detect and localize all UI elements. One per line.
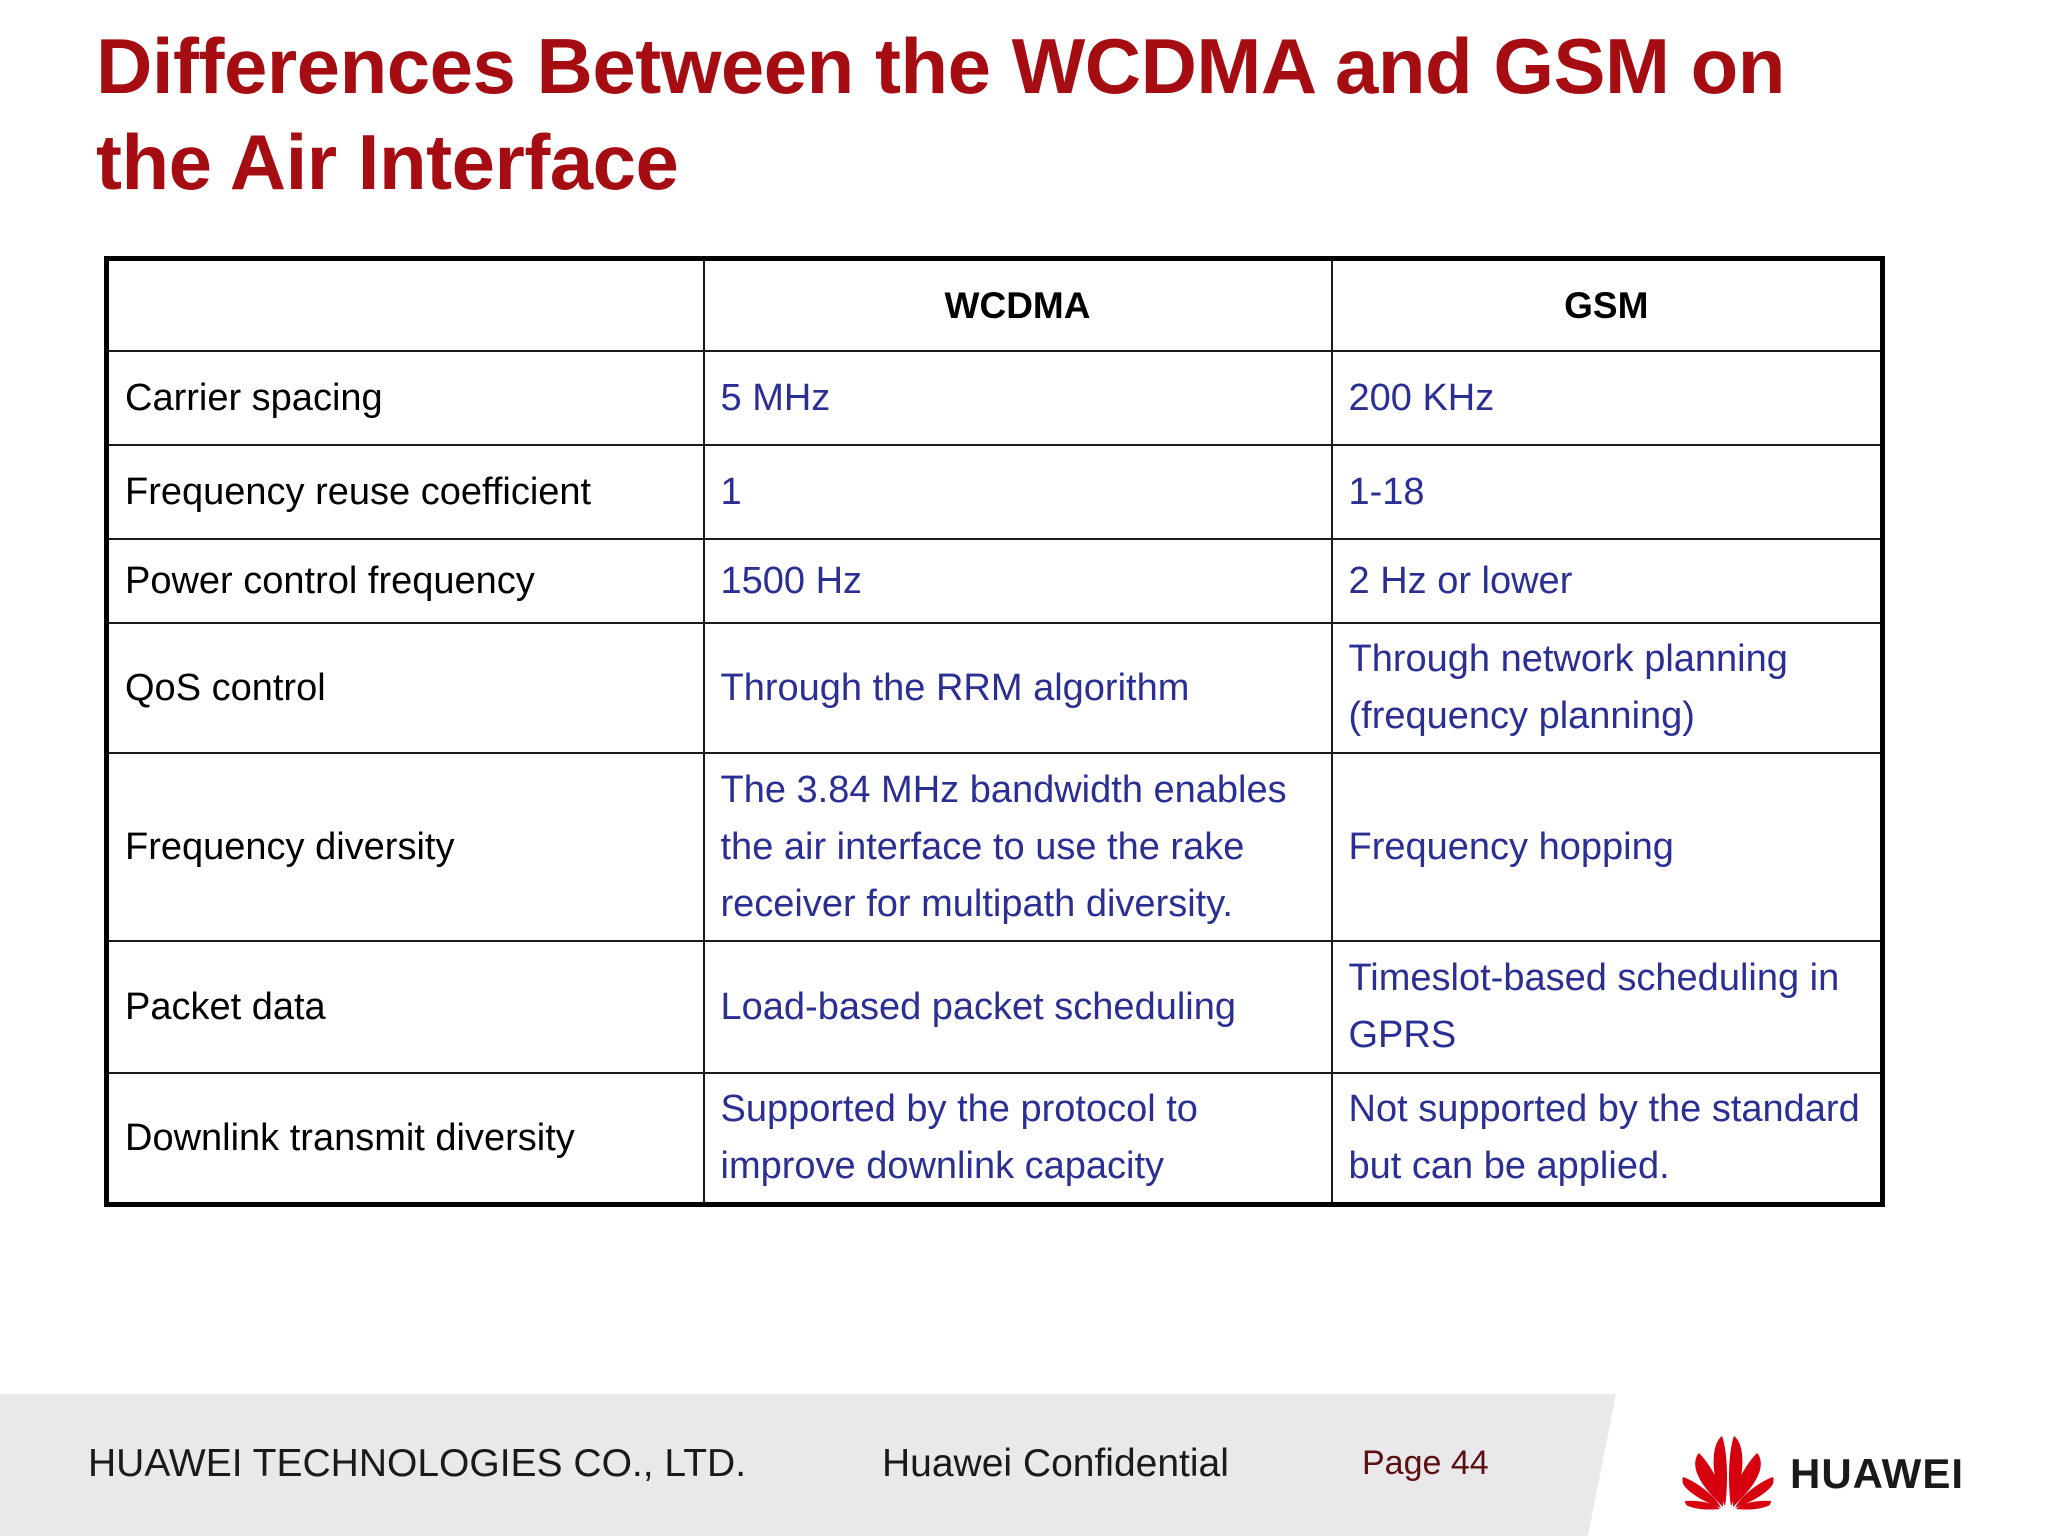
table-row: Power control frequency 1500 Hz 2 Hz or … — [105, 538, 1884, 624]
table-row: Downlink transmit diversity Supported by… — [105, 1072, 1884, 1206]
table-row: Packet data Load-based packet scheduling… — [105, 940, 1884, 1074]
gsm-value: Frequency hopping — [1330, 752, 1884, 942]
gsm-value: Timeslot-based scheduling in GPRS — [1330, 940, 1884, 1074]
wcdma-value: 1500 Hz — [702, 538, 1333, 624]
wcdma-value: Supported by the protocol to improve dow… — [702, 1072, 1333, 1206]
gsm-value: Through network planning (frequency plan… — [1330, 622, 1884, 754]
slide-title-line-1: Differences Between the WCDMA and GSM on — [96, 22, 1785, 110]
wcdma-value: Load-based packet scheduling — [702, 940, 1333, 1074]
row-label: Frequency reuse coefficient — [105, 444, 705, 540]
huawei-logo-text: HUAWEI — [1790, 1450, 1964, 1497]
footer-company-name: HUAWEI TECHNOLOGIES CO., LTD. — [88, 1442, 747, 1485]
header-gsm: GSM — [1330, 257, 1884, 352]
huawei-logo: HUAWEI — [1678, 1430, 1988, 1510]
gsm-value: Not supported by the standard but can be… — [1330, 1072, 1884, 1206]
wcdma-value: 1 — [702, 444, 1333, 540]
row-label: Carrier spacing — [105, 350, 705, 446]
wcdma-value: Through the RRM algorithm — [702, 622, 1333, 754]
table-row: Frequency diversity The 3.84 MHz bandwid… — [105, 752, 1884, 942]
table-header-row: WCDMA GSM — [105, 257, 1884, 352]
footer-logo-panel — [1588, 1394, 2048, 1536]
slide-footer: HUAWEI TECHNOLOGIES CO., LTD. Huawei Con… — [0, 1394, 2048, 1536]
comparison-table: WCDMA GSM Carrier spacing 5 MHz 200 KHz … — [104, 256, 1885, 1207]
huawei-petal-logo-icon — [1682, 1436, 1774, 1510]
table-row: Frequency reuse coefficient 1 1-18 — [105, 444, 1884, 540]
row-label: Downlink transmit diversity — [105, 1072, 705, 1206]
footer-confidential-label: Huawei Confidential — [882, 1442, 1229, 1485]
footer-page-number: Page 44 — [1362, 1444, 1489, 1482]
row-label: Frequency diversity — [105, 752, 705, 942]
slide-title-line-2: the Air Interface — [96, 118, 679, 206]
table-row: Carrier spacing 5 MHz 200 KHz — [105, 350, 1884, 446]
row-label: QoS control — [105, 622, 705, 754]
wcdma-value: The 3.84 MHz bandwidth enables the air i… — [720, 768, 1287, 925]
slide-title: Differences Between the WCDMA and GSM on… — [96, 18, 1976, 210]
gsm-value: 1-18 — [1330, 444, 1884, 540]
gsm-value: 2 Hz or lower — [1330, 538, 1884, 624]
gsm-value: 200 KHz — [1330, 350, 1884, 446]
table-row: QoS control Through the RRM algorithm Th… — [105, 622, 1884, 754]
row-label: Packet data — [105, 940, 705, 1074]
header-wcdma: WCDMA — [702, 257, 1333, 352]
wcdma-value-cell: The 3.84 MHz bandwidth enables the air i… — [702, 752, 1333, 942]
row-label: Power control frequency — [105, 538, 705, 624]
header-empty-cell — [105, 257, 705, 352]
wcdma-value: 5 MHz — [702, 350, 1333, 446]
